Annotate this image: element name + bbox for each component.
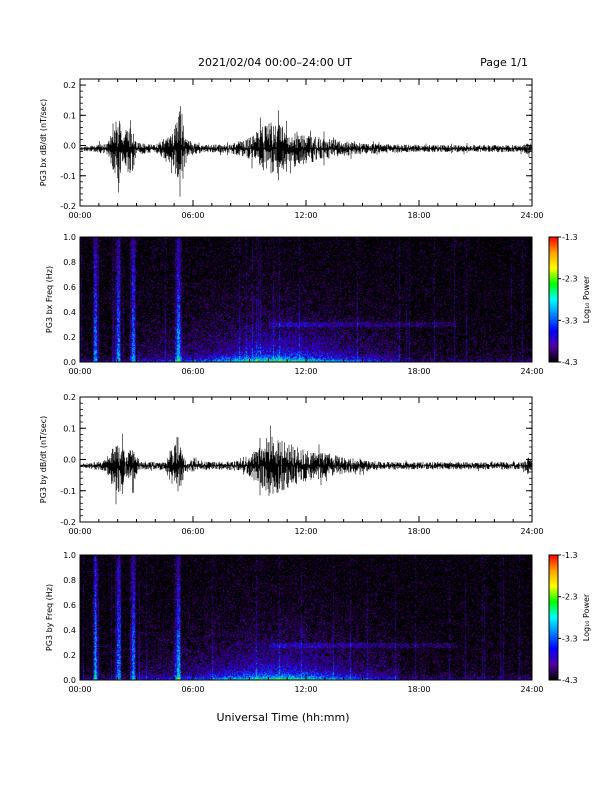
x-tick-label: 06:00 bbox=[181, 685, 204, 694]
colorbar-tick-label: -1.3 bbox=[562, 233, 578, 242]
axes: 00:00 06:00 12:00 18:00 24:00 0.2 0.1 0.0 -0.1 -0… bbox=[60, 393, 543, 536]
y-tick-label: 0.0 bbox=[63, 358, 76, 367]
x-tick-label: 24:00 bbox=[520, 211, 543, 220]
y-tick-label: 0.0 bbox=[63, 676, 76, 685]
waveform-path bbox=[79, 425, 532, 505]
y-tick-label: 0.4 bbox=[63, 308, 76, 317]
y-tick-label: 0.6 bbox=[63, 283, 76, 292]
y-tick-label: 0.0 bbox=[63, 142, 76, 151]
axes: 00:00 06:00 12:00 18:00 24:00 1.0 0.8 0.6 0.4 0.2… bbox=[63, 233, 543, 376]
x-tick-label: 06:00 bbox=[181, 367, 204, 376]
y-axis-label: PG3 by dB/dt (nT/sec) bbox=[39, 416, 48, 503]
colorbar-1: -1.3 -2.3 -3.3 -4.3 Log₁₀ Power bbox=[548, 233, 591, 367]
y-tick-label: 0.6 bbox=[63, 601, 76, 610]
x-tick-label: 24:00 bbox=[520, 527, 543, 536]
spectrogram-image bbox=[80, 237, 532, 362]
x-tick-label: 18:00 bbox=[407, 685, 430, 694]
colorbar-tick-label: -4.3 bbox=[562, 676, 578, 685]
x-tick-label: 18:00 bbox=[407, 211, 430, 220]
x-tick-label: 24:00 bbox=[520, 685, 543, 694]
y-tick-label: 0.2 bbox=[63, 333, 76, 342]
y-axis-label: PG3 bx dB/dt (nT/sec) bbox=[39, 99, 48, 186]
y-tick-label: 0.2 bbox=[63, 81, 76, 90]
x-tick-label: 00:00 bbox=[68, 685, 91, 694]
x-tick-label: 18:00 bbox=[407, 367, 430, 376]
colorbar-gradient bbox=[548, 236, 559, 363]
x-tick-label: 00:00 bbox=[68, 527, 91, 536]
waveform-path bbox=[79, 106, 532, 197]
plot-title: 2021/02/04 00:00–24:00 UT bbox=[198, 56, 352, 69]
colorbar-tick-label: -1.3 bbox=[562, 551, 578, 560]
y-tick-label: 0.4 bbox=[63, 626, 76, 635]
y-axis-label: PG3 bx Freq (Hz) bbox=[45, 266, 54, 333]
x-tick-label: 00:00 bbox=[68, 367, 91, 376]
x-tick-label: 18:00 bbox=[407, 527, 430, 536]
x-tick-label: 12:00 bbox=[294, 211, 317, 220]
waveform-trace bbox=[79, 106, 532, 197]
y-tick-label: 0.1 bbox=[63, 424, 76, 433]
panel-frame bbox=[79, 78, 533, 207]
colorbar-tick-label: -2.3 bbox=[562, 275, 578, 284]
x-tick-label: 06:00 bbox=[181, 211, 204, 220]
y-tick-label: 1.0 bbox=[63, 233, 76, 242]
y-tick-label: 0.2 bbox=[63, 651, 76, 660]
colorbar-label: Log₁₀ Power bbox=[582, 275, 591, 323]
y-tick-label: -0.2 bbox=[60, 518, 76, 527]
x-tick-label: 12:00 bbox=[294, 527, 317, 536]
y-tick-label: 0.8 bbox=[63, 258, 76, 267]
y-axis-label: PG3 by Freq (Hz) bbox=[45, 584, 54, 651]
y-tick-label: -0.2 bbox=[60, 202, 76, 211]
page-label: Page 1/1 bbox=[480, 56, 528, 69]
x-tick-label: 00:00 bbox=[68, 211, 91, 220]
axes: 00:00 06:00 12:00 18:00 24:00 1.0 0.8 0.6 0.4 0.2… bbox=[63, 551, 543, 694]
y-tick-label: 0.0 bbox=[63, 456, 76, 465]
y-tick-label: -0.1 bbox=[60, 487, 76, 496]
colorbar-label: Log₁₀ Power bbox=[582, 593, 591, 641]
panel-4: 00:00 06:00 12:00 18:00 24:00 1.0 0.8 0.6 0.4 0.2… bbox=[45, 551, 544, 694]
waveform-trace bbox=[79, 425, 532, 505]
y-tick-label: 1.0 bbox=[63, 551, 76, 560]
y-tick-label: 0.2 bbox=[63, 393, 76, 402]
colorbar-tick-label: -4.3 bbox=[562, 358, 578, 367]
panel-1: 00:00 06:00 12:00 18:00 24:00 0.2 0.1 0.0 -0.1 -0… bbox=[39, 78, 544, 220]
y-tick-label: -0.1 bbox=[60, 172, 76, 181]
colorbar-gradient bbox=[548, 554, 559, 681]
colorbar-tick-label: -2.3 bbox=[562, 593, 578, 602]
colorbar-2: -1.3 -2.3 -3.3 -4.3 Log₁₀ Power bbox=[548, 551, 591, 685]
panel-3: 00:00 06:00 12:00 18:00 24:00 0.2 0.1 0.0 -0.1 -0… bbox=[39, 393, 544, 536]
axes: 00:00 06:00 12:00 18:00 24:00 0.2 0.1 0.0 -0.1 -0… bbox=[60, 78, 544, 220]
spectrogram-image bbox=[80, 555, 532, 680]
x-axis-label: Universal Time (hh:mm) bbox=[217, 711, 350, 724]
colorbar-tick-label: -3.3 bbox=[562, 316, 578, 325]
y-tick-label: 0.1 bbox=[63, 111, 76, 120]
x-tick-label: 12:00 bbox=[294, 367, 317, 376]
colorbar-tick-label: -3.3 bbox=[562, 634, 578, 643]
x-tick-label: 12:00 bbox=[294, 685, 317, 694]
y-tick-label: 0.8 bbox=[63, 576, 76, 585]
x-tick-label: 24:00 bbox=[520, 367, 543, 376]
panel-2: 00:00 06:00 12:00 18:00 24:00 1.0 0.8 0.6 0.4 0.2… bbox=[45, 233, 544, 376]
x-tick-label: 06:00 bbox=[181, 527, 204, 536]
